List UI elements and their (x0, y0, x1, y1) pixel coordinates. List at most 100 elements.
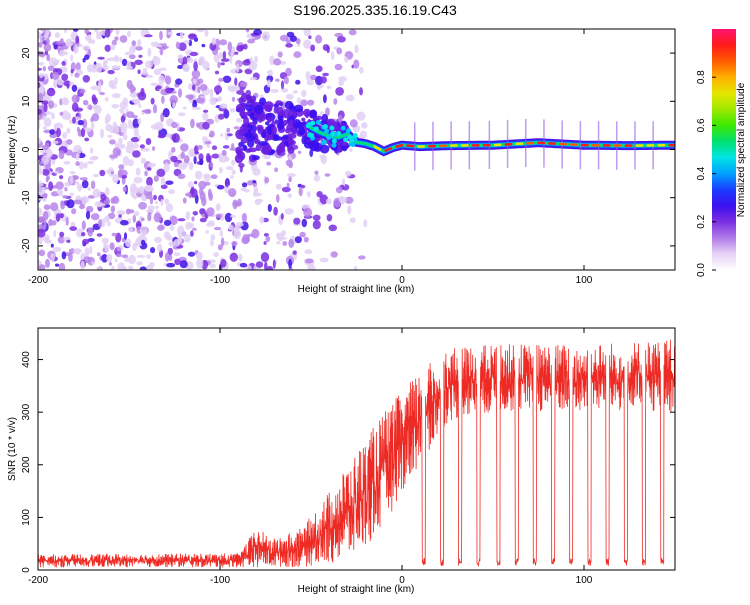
spectrogram-noise-blob (122, 255, 129, 259)
spectrogram-transition-blob (258, 141, 268, 146)
spectrogram-noise-blob (71, 208, 76, 214)
spectrogram-noise-blob (202, 122, 209, 130)
spectrogram-noise-blob (82, 239, 89, 245)
spectrogram-noise-blob (178, 54, 184, 58)
spectrogram-noise-blob (82, 221, 86, 230)
spectrogram-ridge-dot (306, 123, 311, 128)
spectrogram-noise-blob (66, 113, 72, 121)
spectrogram-noise-blob (186, 211, 191, 220)
spectrogram-noise-blob (80, 89, 86, 94)
spectrogram-noise-blob (99, 170, 105, 176)
spectrogram-noise-blob (228, 188, 236, 197)
spectrogram-noise-blob (193, 61, 198, 71)
spectrogram-noise-blob (223, 145, 230, 149)
snr-xtick-label: 100 (576, 575, 593, 586)
spectrogram-noise-blob (230, 108, 235, 113)
spectrogram-noise-blob (313, 215, 321, 221)
spectrogram-noise-blob (212, 145, 217, 150)
spectrogram-noise-blob (39, 264, 46, 270)
spectrogram-noise-blob (234, 77, 237, 86)
spectrogram-transition-blob (250, 112, 255, 118)
spectrogram-noise-blob (295, 236, 302, 243)
spectrogram-noise-blob (91, 262, 94, 266)
spectrogram-noise-blob (178, 218, 186, 221)
spectrogram-noise-blob (335, 64, 343, 70)
spectrogram-noise-blob (213, 252, 219, 257)
spectrogram-noise-blob (253, 190, 257, 197)
spectrogram-noise-blob (255, 199, 262, 205)
spectrogram-noise-blob (113, 125, 119, 134)
spectrogram-noise-blob (159, 68, 167, 71)
spectrogram-noise-blob (145, 192, 152, 199)
spectrogram-noise-blob (112, 65, 121, 69)
spectrogram-noise-blob (198, 181, 206, 190)
spectrogram-noise-blob (230, 253, 238, 262)
spectrogram-noise-blob (205, 30, 209, 37)
spectrogram-noise-blob (211, 234, 215, 241)
spectrogram-noise-blob (150, 83, 157, 86)
spectrogram-transition-blob (299, 130, 306, 135)
spectrogram-noise-blob (147, 163, 156, 168)
spectrogram-noise-blob (363, 219, 367, 227)
spectrogram-transition-blob (236, 104, 246, 111)
spectrogram-noise-blob (196, 122, 200, 127)
spectrogram-ridge-dot (332, 143, 337, 148)
spectrogram-noise-blob (85, 253, 89, 256)
spectrogram-noise-blob (37, 138, 42, 144)
spectrogram-noise-blob (156, 85, 162, 89)
spectrogram-noise-blob (105, 114, 111, 123)
spectrogram-noise-blob (276, 194, 280, 203)
spectrogram-noise-blob (138, 92, 147, 101)
spectrogram-noise-blob (118, 138, 123, 145)
spectrogram-noise-blob (65, 39, 73, 47)
spectrogram-noise-blob (174, 162, 179, 168)
spectrogram-noise-blob (55, 264, 59, 267)
spectrogram-noise-blob (219, 39, 227, 45)
spectrogram-noise-blob (53, 247, 62, 252)
spectrogram-noise-blob (243, 234, 250, 240)
spectrogram-noise-blob (295, 80, 300, 85)
spectrogram-noise-blob (281, 230, 286, 236)
spectrogram-noise-blob (47, 88, 56, 96)
spectrogram-noise-blob (62, 132, 67, 139)
spectrogram-noise-blob (103, 65, 109, 70)
spectrogram-noise-blob (285, 208, 294, 214)
spectrogram-noise-blob (298, 151, 301, 154)
spectrogram-noise-blob (210, 88, 213, 97)
spectrogram-noise-blob (315, 35, 322, 44)
spectrogram-noise-blob (129, 54, 136, 59)
spectrogram-noise-blob (135, 46, 142, 51)
spectrogram-noise-blob (339, 196, 347, 203)
spectrogram-ridge-dot (323, 124, 328, 129)
spectrogram-noise-blob (109, 80, 115, 86)
spectrogram-noise-blob (138, 135, 141, 139)
spectrogram-noise-blob (59, 232, 64, 238)
spectrogram-noise-blob (126, 66, 133, 70)
spectrogram-noise-blob (214, 85, 222, 94)
spectrogram-noise-blob (274, 167, 278, 172)
spectrogram-noise-blob (180, 143, 189, 152)
spectrogram-noise-blob (254, 56, 258, 62)
spectrogram-noise-blob (88, 34, 92, 44)
colorbar (712, 29, 736, 270)
spectrogram-noise-blob (281, 213, 284, 220)
spectrogram-noise-blob (90, 86, 98, 90)
spectrogram-noise-blob (76, 153, 80, 160)
spectrogram-noise-blob (64, 27, 68, 33)
spectrogram-noise-blob (123, 186, 127, 192)
spectrogram-ridge-dot (353, 133, 358, 138)
spectrogram-noise-blob (188, 181, 194, 188)
spectrogram-noise-blob (42, 169, 49, 176)
spectrogram-noise-blob (43, 220, 46, 229)
spectrogram-noise-blob (288, 239, 294, 248)
spectrogram-transition-blob (301, 118, 305, 122)
spectrogram-noise-blob (80, 261, 85, 270)
spectrogram-noise-blob (204, 174, 211, 181)
spectrogram-noise-blob (189, 34, 197, 37)
spectrogram-xlabel: Height of straight line (km) (298, 284, 415, 295)
spectrogram-noise-blob (195, 171, 203, 180)
spectrogram-noise-blob (183, 107, 187, 110)
spectrogram-noise-blob (146, 75, 153, 78)
spectrogram-noise-blob (117, 144, 125, 149)
spectrogram-noise-blob (133, 215, 136, 223)
